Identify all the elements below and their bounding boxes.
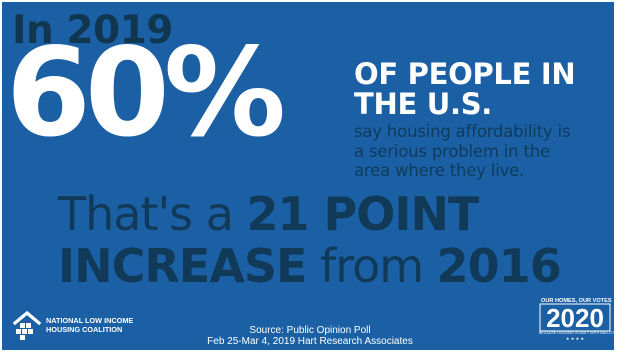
badge-tagline: OUR HOMES, OUR VOTES bbox=[541, 298, 612, 304]
increase-statement: That's a 21 POINT INCREASE from 2016 bbox=[58, 188, 562, 293]
badge-subtitle: BECAUSE HOUSING IS BUILT WITH BALLOTS bbox=[539, 331, 614, 335]
increase-year: 2016 bbox=[436, 239, 562, 293]
source-note: Source: Public Opinion Poll Feb 25-Mar 4… bbox=[180, 325, 440, 347]
source-line-1: Source: Public Opinion Poll bbox=[249, 325, 371, 336]
detail-text: say housing affordability is a serious p… bbox=[354, 122, 570, 181]
detail-line-2: a serious problem in the bbox=[354, 141, 550, 161]
increase-points: 21 POINT bbox=[246, 187, 480, 241]
detail-line-1: say housing affordability is bbox=[354, 122, 571, 141]
org-name-line-2: HOUSING COALITION bbox=[46, 325, 123, 334]
org-name: NATIONAL LOW INCOME HOUSING COALITION bbox=[46, 316, 133, 334]
subject-line-1: OF PEOPLE IN bbox=[354, 57, 576, 91]
infographic-card: In 2019 60% OF PEOPLE IN THE U.S. say ho… bbox=[2, 2, 614, 350]
increase-line-1-lead: That's a bbox=[58, 187, 247, 241]
percent-figure: 60% bbox=[6, 22, 286, 164]
org-name-line-1: NATIONAL LOW INCOME bbox=[46, 316, 134, 325]
badge-stars: ★ ★ ★ ★ bbox=[565, 336, 585, 341]
nlihc-house-logo-icon bbox=[12, 310, 42, 340]
subject-heading: OF PEOPLE IN THE U.S. bbox=[354, 57, 576, 121]
year-heading: In 2019 bbox=[12, 8, 173, 53]
detail-line-3: area where they live. bbox=[354, 161, 525, 180]
increase-line-2: INCREASE from 2016 bbox=[58, 239, 562, 293]
source-line-2: Feb 25-Mar 4, 2019 Hart Research Associa… bbox=[207, 336, 413, 347]
subject-line-2: THE U.S. bbox=[354, 87, 493, 121]
increase-line-1: That's a 21 POINT bbox=[58, 188, 561, 240]
badge-frame bbox=[539, 303, 611, 332]
org-logo: NATIONAL LOW INCOME HOUSING COALITION bbox=[12, 310, 133, 340]
badge-year: 2020 bbox=[546, 303, 604, 333]
increase-from: from bbox=[306, 239, 437, 293]
increase-word: INCREASE bbox=[58, 239, 307, 293]
campaign-badge: OUR HOMES, OUR VOTES 2020 BECAUSE HOUSIN… bbox=[537, 296, 614, 342]
